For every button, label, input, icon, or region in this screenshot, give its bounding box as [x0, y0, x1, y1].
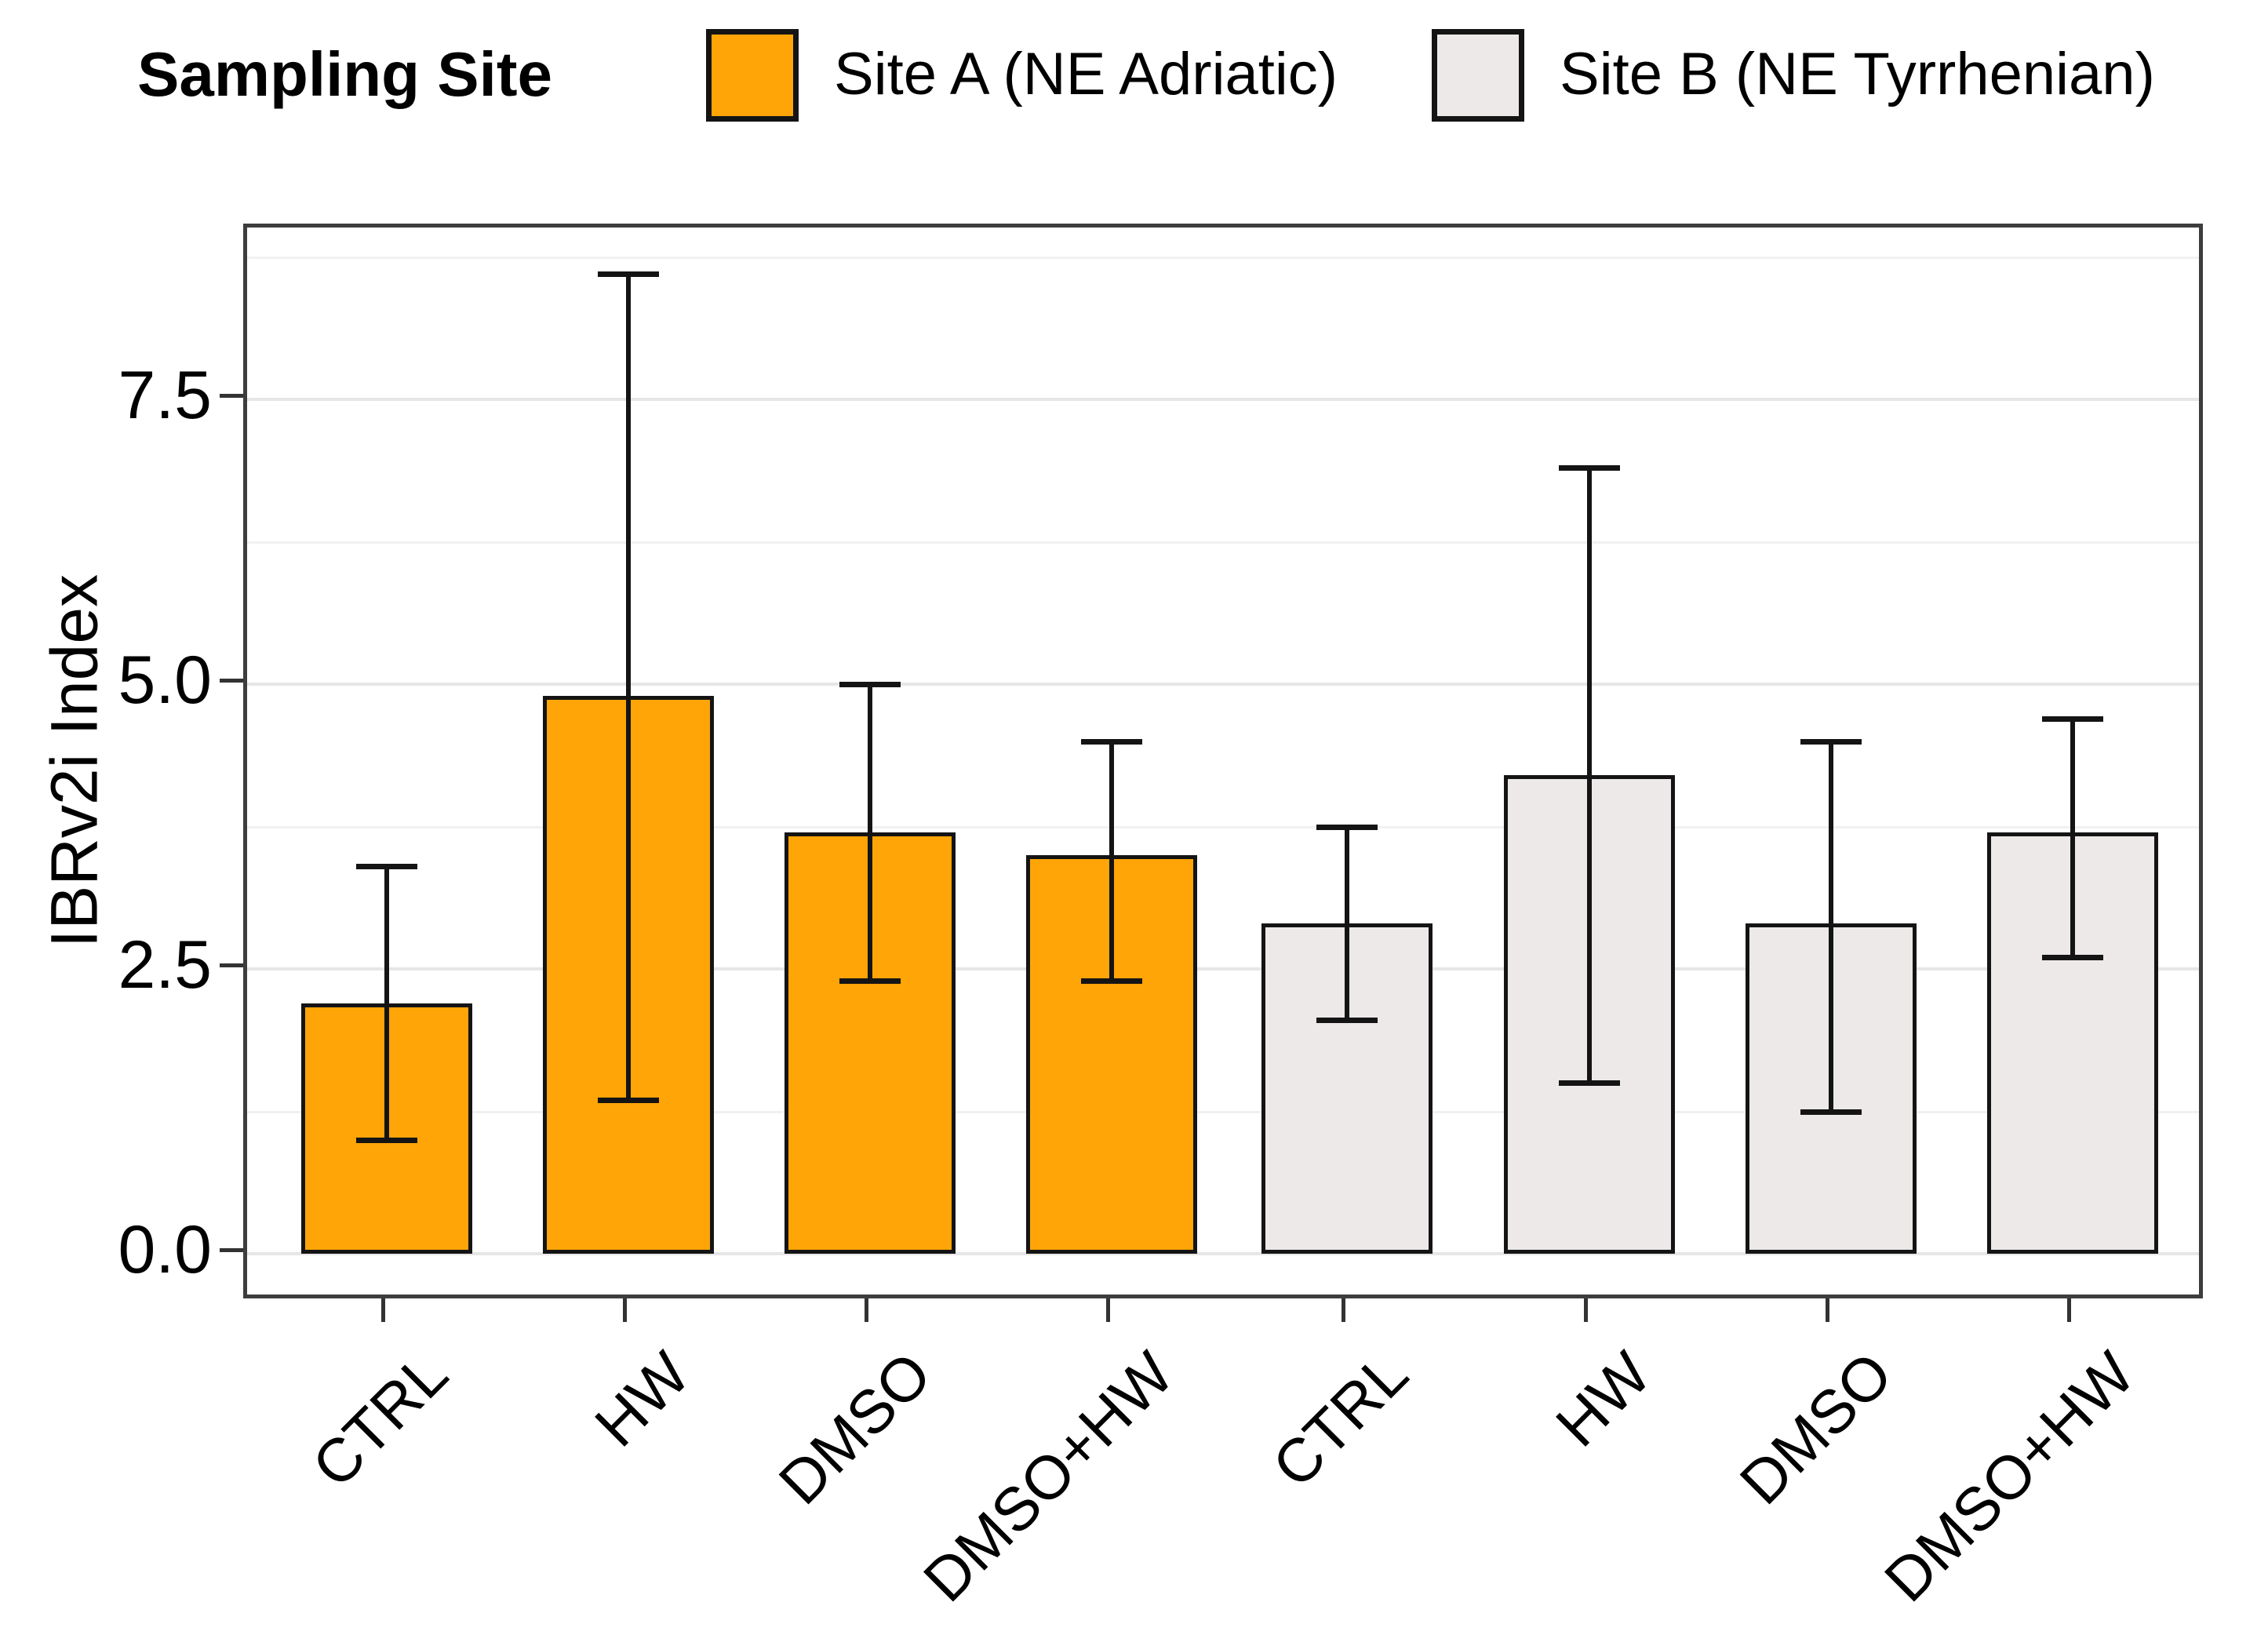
y-axis-tick-label: 7.5: [118, 358, 212, 433]
minor-gridline: [247, 825, 2199, 828]
error-bar-cap: [839, 682, 901, 687]
x-axis-tick: [623, 1298, 627, 1322]
x-axis-tick: [1584, 1298, 1588, 1322]
error-bar-cap: [598, 271, 659, 278]
y-axis-tick-label: 5.0: [118, 643, 212, 718]
error-bar-line: [1109, 741, 1114, 981]
major-gridline: [247, 967, 2199, 970]
error-bar-cap: [839, 978, 901, 984]
x-axis-tick-label: HW: [581, 1338, 703, 1460]
legend-swatch-site-a: [706, 29, 799, 122]
minor-gridline: [247, 1110, 2199, 1113]
y-axis-title: IBRv2i Index: [37, 574, 111, 949]
error-bar-cap: [1559, 1080, 1620, 1087]
x-axis-tick-label: HW: [1542, 1338, 1664, 1460]
error-bar-cap: [1316, 824, 1378, 830]
error-bar-cap: [1800, 738, 1862, 745]
error-bar-line: [868, 684, 872, 981]
y-axis-tick-label: 0.0: [118, 1212, 212, 1287]
error-bar-cap: [1316, 1018, 1378, 1024]
x-axis-tick-label: CTRL: [299, 1338, 461, 1501]
error-bar-cap: [1559, 465, 1620, 472]
x-axis-tick-label: DMSO+HW: [1870, 1338, 2147, 1615]
x-axis-tick-label: CTRL: [1259, 1338, 1422, 1501]
error-bar-cap: [356, 1137, 417, 1143]
x-axis-tick: [865, 1298, 868, 1322]
major-gridline: [247, 398, 2199, 401]
error-bar-cap: [1800, 1109, 1862, 1115]
y-axis-tick-label: 2.5: [118, 927, 212, 1003]
error-bar-cap: [1081, 738, 1142, 745]
error-bar-line: [384, 866, 389, 1140]
error-bar-cap: [1081, 978, 1142, 984]
y-axis-tick: [220, 394, 243, 398]
y-axis-tick: [220, 1248, 243, 1252]
error-bar-line: [1345, 826, 1349, 1021]
error-bar-cap: [2042, 716, 2103, 722]
legend-title: Sampling Site: [137, 39, 552, 109]
x-axis-tick: [1106, 1298, 1110, 1322]
x-axis-tick: [381, 1298, 385, 1322]
minor-gridline: [247, 256, 2199, 259]
y-axis-tick: [220, 679, 243, 683]
major-gridline: [247, 1252, 2199, 1255]
major-gridline: [247, 683, 2199, 686]
error-bar-line: [2070, 718, 2075, 958]
legend-label-site-b: Site B (NE Tyrrhenian): [1560, 41, 2155, 107]
error-bar-line: [1829, 741, 1833, 1112]
legend-swatch-site-b: [1432, 29, 1524, 122]
x-axis-tick: [2067, 1298, 2071, 1322]
error-bar-cap: [356, 864, 417, 870]
error-bar-cap: [2042, 955, 2103, 961]
minor-gridline: [247, 541, 2199, 544]
x-axis-tick-label: DMSO: [1726, 1338, 1906, 1517]
error-bar-line: [1587, 468, 1592, 1083]
x-axis-tick-label: DMSO: [765, 1338, 945, 1517]
x-axis-tick-label: DMSO+HW: [909, 1338, 1186, 1615]
x-axis-tick: [1826, 1298, 1829, 1322]
error-bar-cap: [598, 1097, 659, 1103]
plot-panel: [243, 224, 2203, 1298]
legend-label-site-a: Site A (NE Adriatic): [834, 41, 1338, 107]
error-bar-line: [626, 274, 631, 1100]
x-axis-tick: [1342, 1298, 1345, 1322]
y-axis-tick: [220, 963, 243, 967]
